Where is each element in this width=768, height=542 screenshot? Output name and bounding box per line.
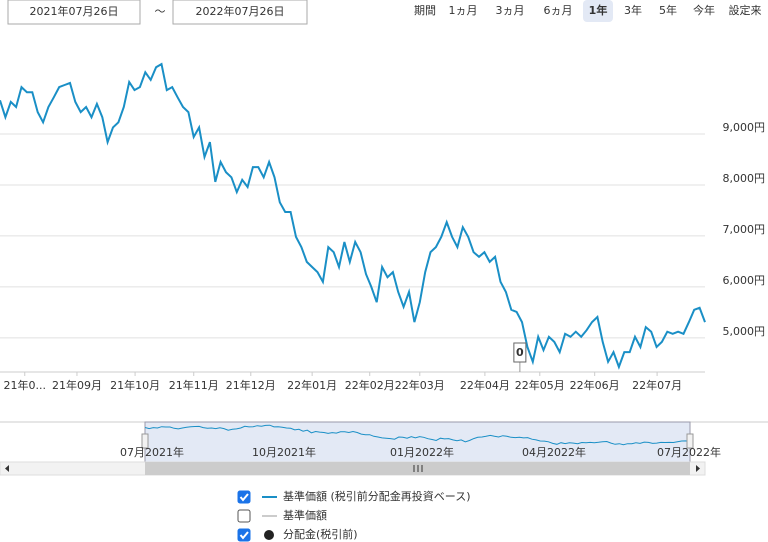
x-tick-label: 21年12月 bbox=[226, 378, 276, 392]
legend-label: 基準価額 bbox=[283, 508, 327, 522]
scroll-left[interactable] bbox=[5, 465, 9, 472]
x-tick-label: 22年02月 bbox=[345, 378, 395, 392]
x-tick-label: 22年03月 bbox=[395, 378, 445, 392]
date-to: 2022年07月26日 bbox=[196, 4, 285, 18]
legend-dot bbox=[264, 530, 274, 540]
x-tick-label: 22年05月 bbox=[515, 378, 565, 392]
date-to-box[interactable] bbox=[172, 0, 308, 25]
line bbox=[0, 62, 706, 370]
navigator-handle[interactable] bbox=[141, 433, 149, 449]
period-button-bg bbox=[583, 0, 613, 22]
scroll-right[interactable] bbox=[696, 465, 700, 472]
period-button[interactable]: 設定来 bbox=[729, 3, 762, 17]
legend-label: 基準価額 (税引前分配金再投資ベース) bbox=[283, 489, 471, 503]
date-from-box[interactable] bbox=[7, 0, 141, 25]
period-button: 5年 bbox=[659, 3, 677, 17]
navigator-handle[interactable] bbox=[686, 433, 694, 449]
period-button[interactable]: 6ヵ月 bbox=[544, 4, 573, 17]
y-tick-label: 7,000円 bbox=[723, 223, 766, 236]
period-button: 3年 bbox=[624, 3, 642, 17]
period-button[interactable]: 1ヵ月 bbox=[449, 4, 478, 17]
annotation-box bbox=[513, 342, 527, 363]
x-tick-label: 21年0... bbox=[4, 378, 47, 392]
x-tick-label: 22年06月 bbox=[570, 378, 620, 392]
navigator-label: 07月2021年 bbox=[120, 445, 184, 459]
navigator-label: 10月2021年 bbox=[252, 445, 316, 459]
legend-label: 分配金(税引前) bbox=[283, 527, 358, 541]
y-tick-label: 5,000円 bbox=[723, 325, 766, 338]
y-tick-label: 9,000円 bbox=[723, 121, 766, 134]
navigator-label: 01月2022年 bbox=[390, 445, 454, 459]
checkmark bbox=[239, 531, 249, 540]
x-tick-label: 21年10月 bbox=[110, 378, 160, 392]
navigator-label: 04月2022年 bbox=[522, 445, 586, 459]
legend-checkbox[interactable] bbox=[237, 490, 251, 504]
x-tick-label: 22年07月 bbox=[632, 378, 682, 392]
period-button[interactable]: 3ヵ月 bbox=[496, 4, 525, 17]
navigator-label: 07月2022年 bbox=[657, 445, 721, 459]
period-button[interactable]: 今年 bbox=[693, 3, 715, 17]
annotation: 0 bbox=[516, 346, 524, 359]
x-tick-label: 22年01月 bbox=[287, 378, 337, 392]
x-tick-label: 22年04月 bbox=[460, 378, 510, 392]
period-button[interactable]: 1年 bbox=[589, 3, 608, 17]
y-tick-label: 8,000円 bbox=[723, 172, 766, 185]
legend-checkbox[interactable] bbox=[237, 509, 251, 523]
legend-checkbox[interactable] bbox=[237, 528, 251, 542]
date-from: 2021年07月26日 bbox=[30, 4, 119, 18]
x-tick-label: 21年09月 bbox=[52, 378, 102, 392]
checkmark bbox=[239, 493, 249, 502]
x-tick-label: 21年11月 bbox=[169, 378, 219, 392]
y-tick-label: 6,000円 bbox=[723, 274, 766, 287]
period-label: 期間 bbox=[414, 4, 436, 17]
navigator-line bbox=[144, 424, 691, 446]
date-tilde: ～ bbox=[155, 5, 166, 18]
